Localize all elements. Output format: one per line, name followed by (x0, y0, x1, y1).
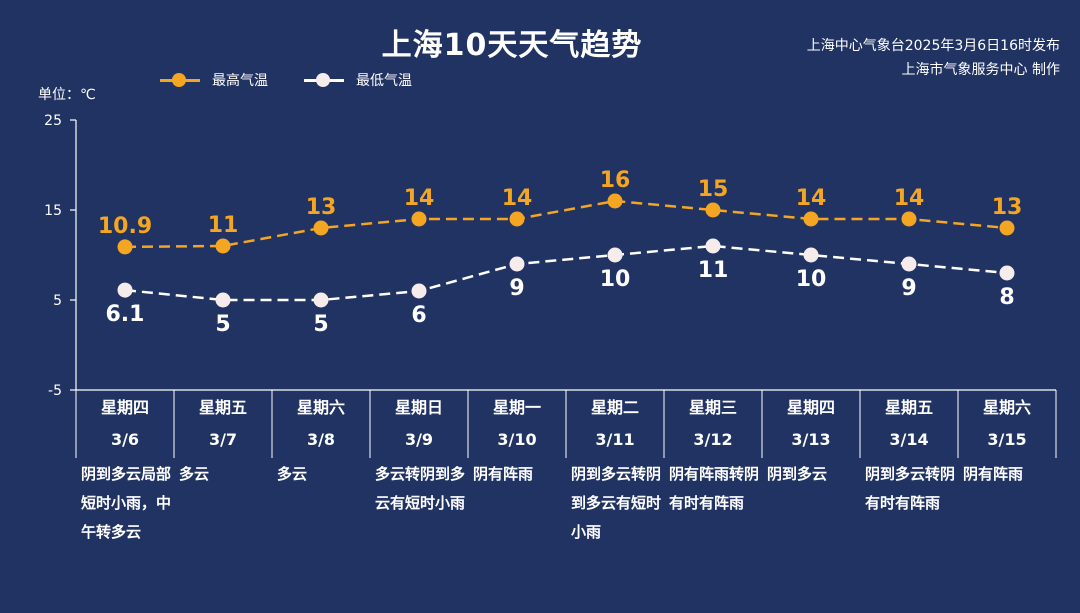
data-label-high: 10.9 (98, 214, 152, 239)
data-label-high: 14 (894, 186, 925, 211)
day-weekday: 星期日 (394, 398, 443, 417)
data-label-high: 11 (208, 213, 239, 238)
day-header: 星期四 3/13 (762, 392, 860, 456)
data-label-high: 13 (306, 195, 337, 220)
data-point-low (117, 282, 133, 298)
unit-label: 单位：℃ (38, 87, 96, 103)
legend-swatch-high (160, 70, 200, 90)
data-point-high (999, 220, 1015, 236)
data-label-low: 9 (509, 276, 524, 301)
data-point-low (215, 292, 231, 308)
day-weather-text: 多云转阴到多云有短时小雨 (375, 465, 466, 512)
data-point-high (411, 211, 427, 227)
data-label-low: 5 (313, 312, 328, 337)
day-date: 3/15 (987, 430, 1027, 449)
day-header: 星期四 3/6 (76, 392, 174, 456)
data-point-high (215, 238, 231, 254)
data-label-low: 8 (999, 285, 1014, 310)
data-label-high: 16 (600, 168, 631, 193)
day-date: 3/9 (404, 430, 434, 449)
source-line-producer: 上海市气象服务中心 制作 (901, 62, 1060, 78)
day-header: 星期六 3/15 (958, 392, 1056, 456)
day-weather-text: 阴到多云 (767, 465, 828, 483)
series-line-high (124, 199, 1008, 249)
day-date: 3/13 (791, 430, 831, 449)
data-label-high: 15 (698, 177, 729, 202)
day-header: 星期二 3/11 (566, 392, 664, 456)
data-label-low: 6 (411, 303, 426, 328)
data-label-high: 14 (404, 186, 435, 211)
y-tick-label: -5 (48, 383, 62, 399)
data-label-low: 6.1 (106, 302, 145, 327)
legend: 最高气温 最低气温 (160, 70, 412, 90)
day-date: 3/12 (693, 430, 733, 449)
data-label-low: 9 (901, 276, 916, 301)
data-point-low (509, 256, 525, 272)
data-point-low (803, 247, 819, 263)
day-weekday: 星期四 (100, 398, 149, 417)
day-weekday: 星期六 (296, 398, 345, 417)
source-info: 上海中心气象台2025年3月6日16时发布 上海市气象服务中心 制作 (807, 34, 1060, 82)
day-weekday: 星期二 (590, 398, 639, 417)
legend-label-low: 最低气温 (356, 73, 412, 89)
y-tick-label: 5 (53, 293, 62, 309)
day-weather-text: 阴到多云转阴有时有阵雨 (865, 465, 956, 512)
day-weather-text: 阴到多云局部短时小雨，中午转多云 (81, 465, 172, 541)
data-label-low: 11 (698, 258, 729, 283)
day-weekday: 星期六 (982, 398, 1031, 417)
day-date: 3/8 (306, 430, 336, 449)
day-date: 3/7 (208, 430, 238, 449)
data-point-low (313, 292, 329, 308)
day-weekday: 星期五 (884, 398, 933, 417)
day-weather-text: 阴有阵雨转阴有时有阵雨 (669, 465, 760, 512)
data-point-high (509, 211, 525, 227)
day-weekday: 星期一 (492, 398, 541, 417)
series-line-low (124, 244, 1008, 302)
day-date: 3/6 (110, 430, 140, 449)
y-tick-label: 25 (44, 113, 62, 129)
day-header: 星期六 3/8 (272, 392, 370, 456)
legend-item-low: 最低气温 (304, 70, 412, 90)
day-weather-text: 多云 (277, 465, 308, 483)
day-header: 星期五 3/14 (860, 392, 958, 456)
day-date: 3/11 (595, 430, 635, 449)
day-header: 星期三 3/12 (664, 392, 762, 456)
legend-label-high: 最高气温 (212, 73, 268, 89)
day-weekday: 星期四 (786, 398, 835, 417)
source-line-publisher: 上海中心气象台2025年3月6日16时发布 (806, 38, 1060, 54)
day-weather-text: 阴有阵雨 (473, 465, 534, 483)
day-weekday: 星期五 (198, 398, 247, 417)
day-weather-text: 阴有阵雨 (963, 465, 1024, 483)
data-label-high: 13 (992, 195, 1023, 220)
day-header: 星期五 3/7 (174, 392, 272, 456)
legend-swatch-low (304, 70, 344, 90)
day-header: 星期日 3/9 (370, 392, 468, 456)
data-point-high (313, 220, 329, 236)
data-point-low (901, 256, 917, 272)
data-label-low: 10 (796, 267, 827, 292)
data-label-high: 14 (796, 186, 827, 211)
data-label-high: 14 (502, 186, 533, 211)
day-weather-text: 多云 (179, 465, 210, 483)
data-label-low: 10 (600, 267, 631, 292)
data-point-high (705, 202, 721, 218)
data-point-low (999, 265, 1015, 281)
data-point-high (607, 193, 623, 209)
chart-title: 上海10天天气趋势 (381, 28, 643, 63)
data-label-low: 5 (215, 312, 230, 337)
data-point-high (117, 239, 133, 255)
data-point-high (901, 211, 917, 227)
data-point-high (803, 211, 819, 227)
legend-item-high: 最高气温 (160, 70, 268, 90)
day-weekday: 星期三 (688, 398, 737, 417)
day-date: 3/14 (889, 430, 929, 449)
data-point-low (607, 247, 623, 263)
data-point-low (705, 238, 721, 254)
y-tick-label: 15 (44, 203, 62, 219)
day-date: 3/10 (497, 430, 537, 449)
data-point-low (411, 283, 427, 299)
day-header: 星期一 3/10 (468, 392, 566, 456)
day-weather-text: 阴到多云转阴到多云有短时小雨 (571, 465, 662, 541)
